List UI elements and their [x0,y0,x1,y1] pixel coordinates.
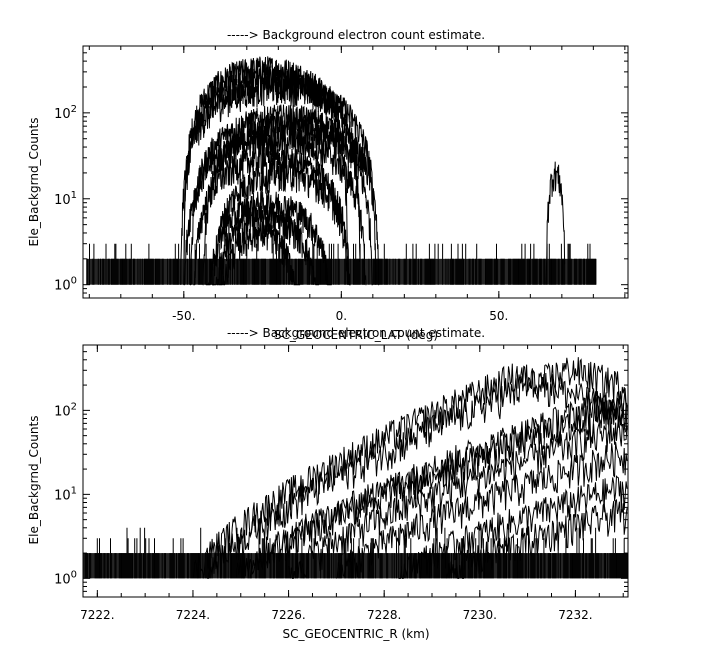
x-tick-label: 7222. [80,608,114,622]
plot-frame [82,45,629,299]
series-line [183,126,367,286]
series-line [336,441,628,579]
x-tick-label: 7228. [367,608,401,622]
chart-title: -----> Background electron count estimat… [227,326,485,340]
series-line [202,113,373,286]
series-line [193,145,351,286]
x-tick-label: 0. [336,309,347,323]
series-line [218,221,301,286]
x-axis-label: SC_GEOCENTRIC_R (km) [283,627,430,641]
series-line [192,363,628,579]
x-tick-label: 50. [489,309,508,323]
plot-area [86,56,597,286]
plot-frame [82,344,629,598]
axes: 7222. 7224. 7226. 7228. 7230. 7232. 100 101 102 [54,344,628,622]
chart-title: -----> Background electron count estimat… [227,28,485,42]
series-line [545,161,566,285]
y-tick-label: 100 [54,569,77,587]
y-tick-label: 101 [54,190,77,208]
series-line [207,357,628,579]
x-tick-label: 7226. [271,608,305,622]
series-line [212,160,351,286]
background-band [86,258,597,285]
y-tick-label: 101 [54,485,77,503]
x-tick-label: 7232. [558,608,592,622]
series-line [398,475,628,579]
y-axis-label: Ele_Backgrnd_Counts [27,416,41,545]
y-tick-label: 102 [54,104,77,122]
series-line [180,74,377,285]
axes: -50. 0. 50. 100 101 102 [54,45,628,323]
series-line [235,399,628,579]
x-tick-label: -50. [172,309,195,323]
series-line [212,205,320,286]
panel-latitude: -----> Background electron count estimat… [27,28,629,342]
y-tick-label: 100 [54,276,77,294]
x-tick-label: 7230. [463,608,497,622]
x-tick-label: 7224. [176,608,210,622]
x-axis-label: SC_GEOCENTRIC_LAT (deg) [274,328,438,342]
series-line [205,190,332,286]
panel-radius: -----> Background electron count estimat… [27,326,629,641]
series-line [445,499,628,579]
series-line [288,417,628,579]
y-tick-label: 102 [54,401,77,419]
plot-area [82,357,628,579]
y-axis-label: Ele_Backgrnd_Counts [27,118,41,247]
